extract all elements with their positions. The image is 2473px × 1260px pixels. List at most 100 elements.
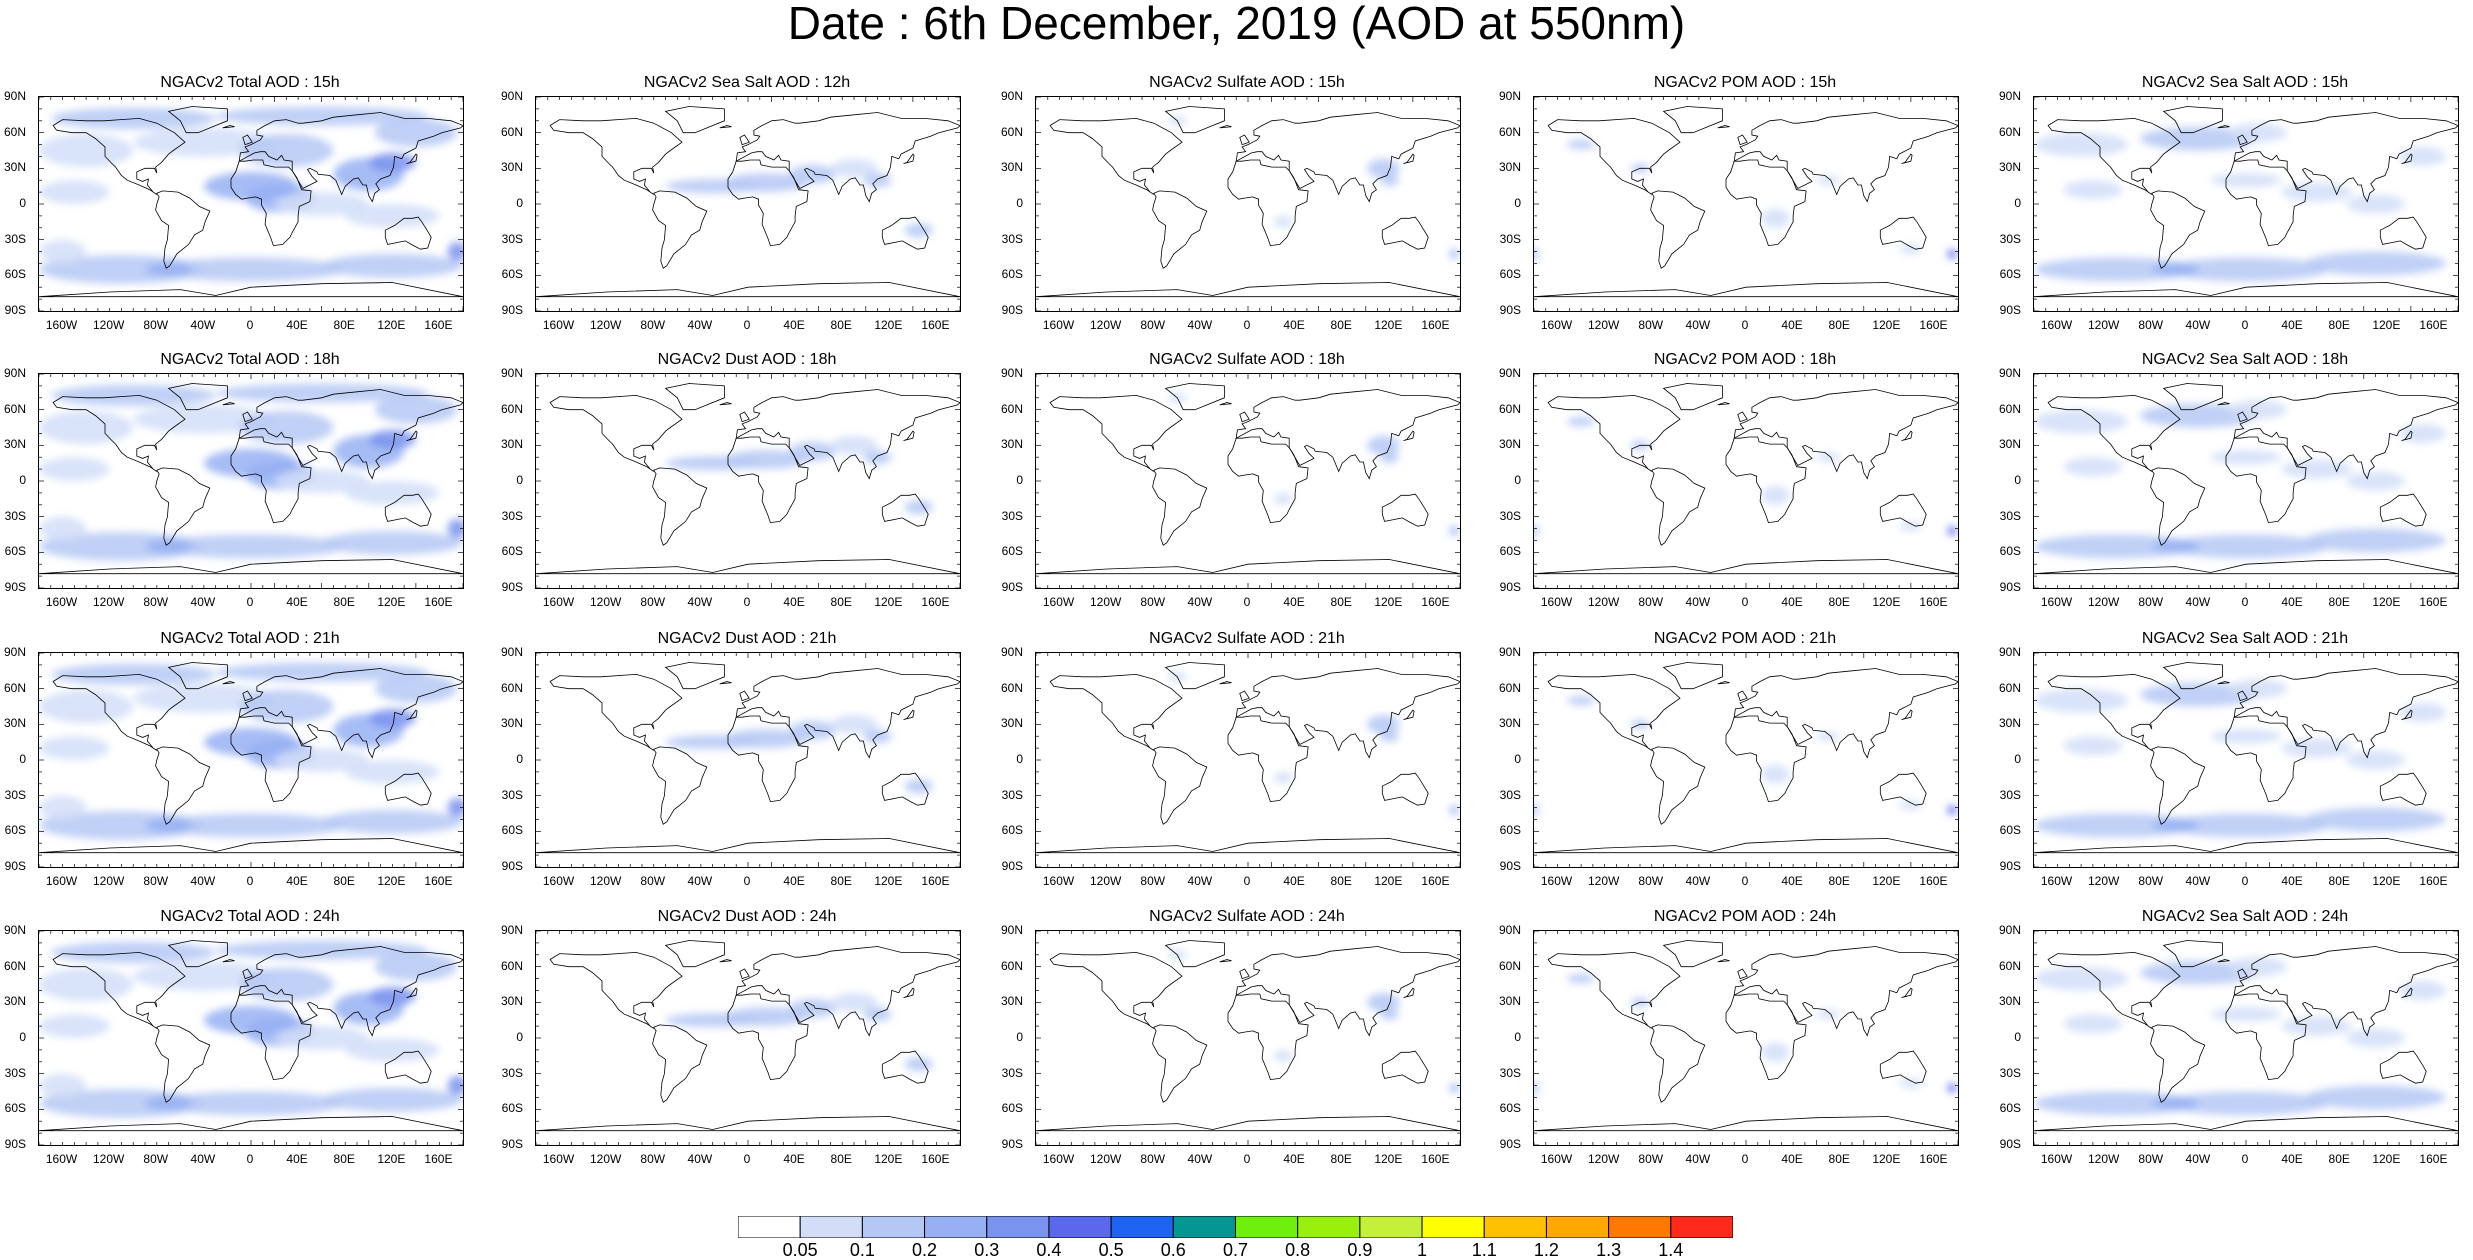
lat-tick-label: 90S (1999, 859, 2021, 873)
aod-patch (215, 106, 428, 126)
lon-tick-label: 0 (1741, 318, 1749, 332)
map-frame (1035, 96, 1461, 312)
map-frame (38, 373, 464, 589)
lon-tick-label: 120E (1872, 318, 1901, 332)
aod-field (39, 940, 463, 1118)
aod-patch (1449, 805, 1459, 815)
lat-tick-label: 30S (1499, 508, 1521, 523)
aod-patch (2034, 966, 2129, 991)
coastline (549, 951, 683, 1029)
aod-patch (724, 173, 807, 193)
lon-tick-label: 40W (1685, 874, 1711, 888)
lat-tick-label: 0 (1016, 196, 1023, 210)
aod-patch (156, 534, 346, 559)
lat-tick-label: 90N (500, 89, 523, 103)
lon-tick-label: 80E (1828, 318, 1850, 332)
aod-patch (39, 239, 87, 264)
aod-patch (133, 404, 275, 434)
coastline (549, 673, 683, 751)
lat-tick-label: 30N (3, 716, 26, 731)
aod-patch (1761, 485, 1790, 505)
coastline (1403, 430, 1415, 441)
coastline (1662, 106, 1723, 134)
coastline (652, 1024, 708, 1103)
coastline (1152, 746, 1208, 825)
aod-patch (145, 818, 193, 833)
coastline (1879, 1050, 1927, 1084)
coastline (1879, 493, 1927, 527)
lon-tick-label: 160E (921, 874, 950, 888)
coastline (1662, 940, 1723, 968)
lat-tick-label: 90N (1498, 366, 1521, 380)
coastline (39, 1116, 463, 1132)
aod-patch (789, 720, 837, 740)
coastline (1737, 690, 1748, 702)
lon-tick-label: 120E (377, 595, 406, 609)
lon-tick-label: 40E (286, 1152, 308, 1166)
coastline (406, 987, 418, 998)
lat-tick-label: 90S (1001, 303, 1023, 317)
lat-tick-label: 90S (1999, 580, 2021, 594)
coastline (727, 436, 809, 524)
lat-tick-label: 0 (19, 1030, 26, 1044)
lon-tick-label: 80E (830, 1152, 852, 1166)
coastline (2379, 216, 2427, 250)
aod-patch (374, 395, 458, 424)
lat-tick-label: 60N (1998, 124, 2021, 139)
map-frame (38, 96, 464, 312)
map-panel: NGACv2 POM AOD : 24h 90N 60N 30N 0 30S 60S 90S 1… (1495, 908, 1979, 1182)
lon-tick-label: 80W (640, 318, 666, 332)
coastline (727, 993, 809, 1081)
aod-patch (1273, 492, 1293, 505)
lat-tick-label: 30S (1999, 787, 2021, 802)
lon-tick-label: 0 (743, 874, 751, 888)
lat-tick-label: 60N (3, 680, 26, 695)
lat-tick-label: 30N (1498, 160, 1521, 175)
map-panel: NGACv2 POM AOD : 21h 90N 60N 30N 0 30S 60S 90S 1… (1495, 630, 1979, 904)
aod-patch (904, 1057, 933, 1072)
lat-tick-label: 30S (1001, 231, 1023, 246)
aod-patch (1566, 139, 1596, 150)
lat-tick-label: 30N (500, 160, 523, 175)
lon-tick-label: 120W (589, 318, 622, 332)
lat-tick-label: 90S (4, 859, 26, 873)
coastline (739, 411, 750, 423)
aod-patch (1273, 1049, 1293, 1062)
lon-tick-label: 40E (783, 595, 805, 609)
lat-tick-label: 90N (1498, 645, 1521, 659)
aod-patch (1566, 416, 1596, 427)
lon-tick-label: 160E (921, 595, 950, 609)
panel-title: NGACv2 Dust AOD : 21h (657, 630, 837, 647)
lat-tick-label: 30S (1001, 787, 1023, 802)
lon-tick-label: 40W (1187, 1152, 1213, 1166)
aod-patch (1566, 973, 1596, 984)
aod-patch (1947, 1083, 1957, 1093)
map-frame (535, 652, 961, 868)
aod-patch (156, 257, 346, 282)
lon-tick-label: 40W (190, 318, 216, 332)
lat-tick-label: 60S (1001, 267, 1023, 282)
colorbar-label: 0.05 (782, 1240, 818, 1260)
coastline (881, 216, 929, 250)
coastline (735, 668, 960, 759)
aod-field (665, 992, 933, 1072)
lat-tick-label: 90S (4, 303, 26, 317)
coastline (2237, 411, 2248, 423)
lat-tick-label: 90N (1498, 89, 1521, 103)
coastline (1239, 134, 1250, 146)
aod-map (1036, 374, 1460, 588)
lat-tick-label: 90N (1000, 645, 1023, 659)
aod-patch (374, 674, 458, 703)
lon-tick-label: 0 (2241, 318, 2249, 332)
colorbar-label: 0.7 (1222, 1240, 1249, 1260)
coastline (735, 946, 960, 1037)
map-frame (535, 96, 961, 312)
aod-patch (2063, 1014, 2123, 1034)
aod-patch (274, 192, 369, 216)
coastline (652, 746, 708, 825)
coastline (2225, 159, 2307, 247)
lat-tick-label: 60S (1001, 1101, 1023, 1116)
lon-tick-label: 120E (1374, 1152, 1403, 1166)
lat-tick-label: 60S (1999, 267, 2021, 282)
lon-tick-label: 40E (2281, 318, 2303, 332)
